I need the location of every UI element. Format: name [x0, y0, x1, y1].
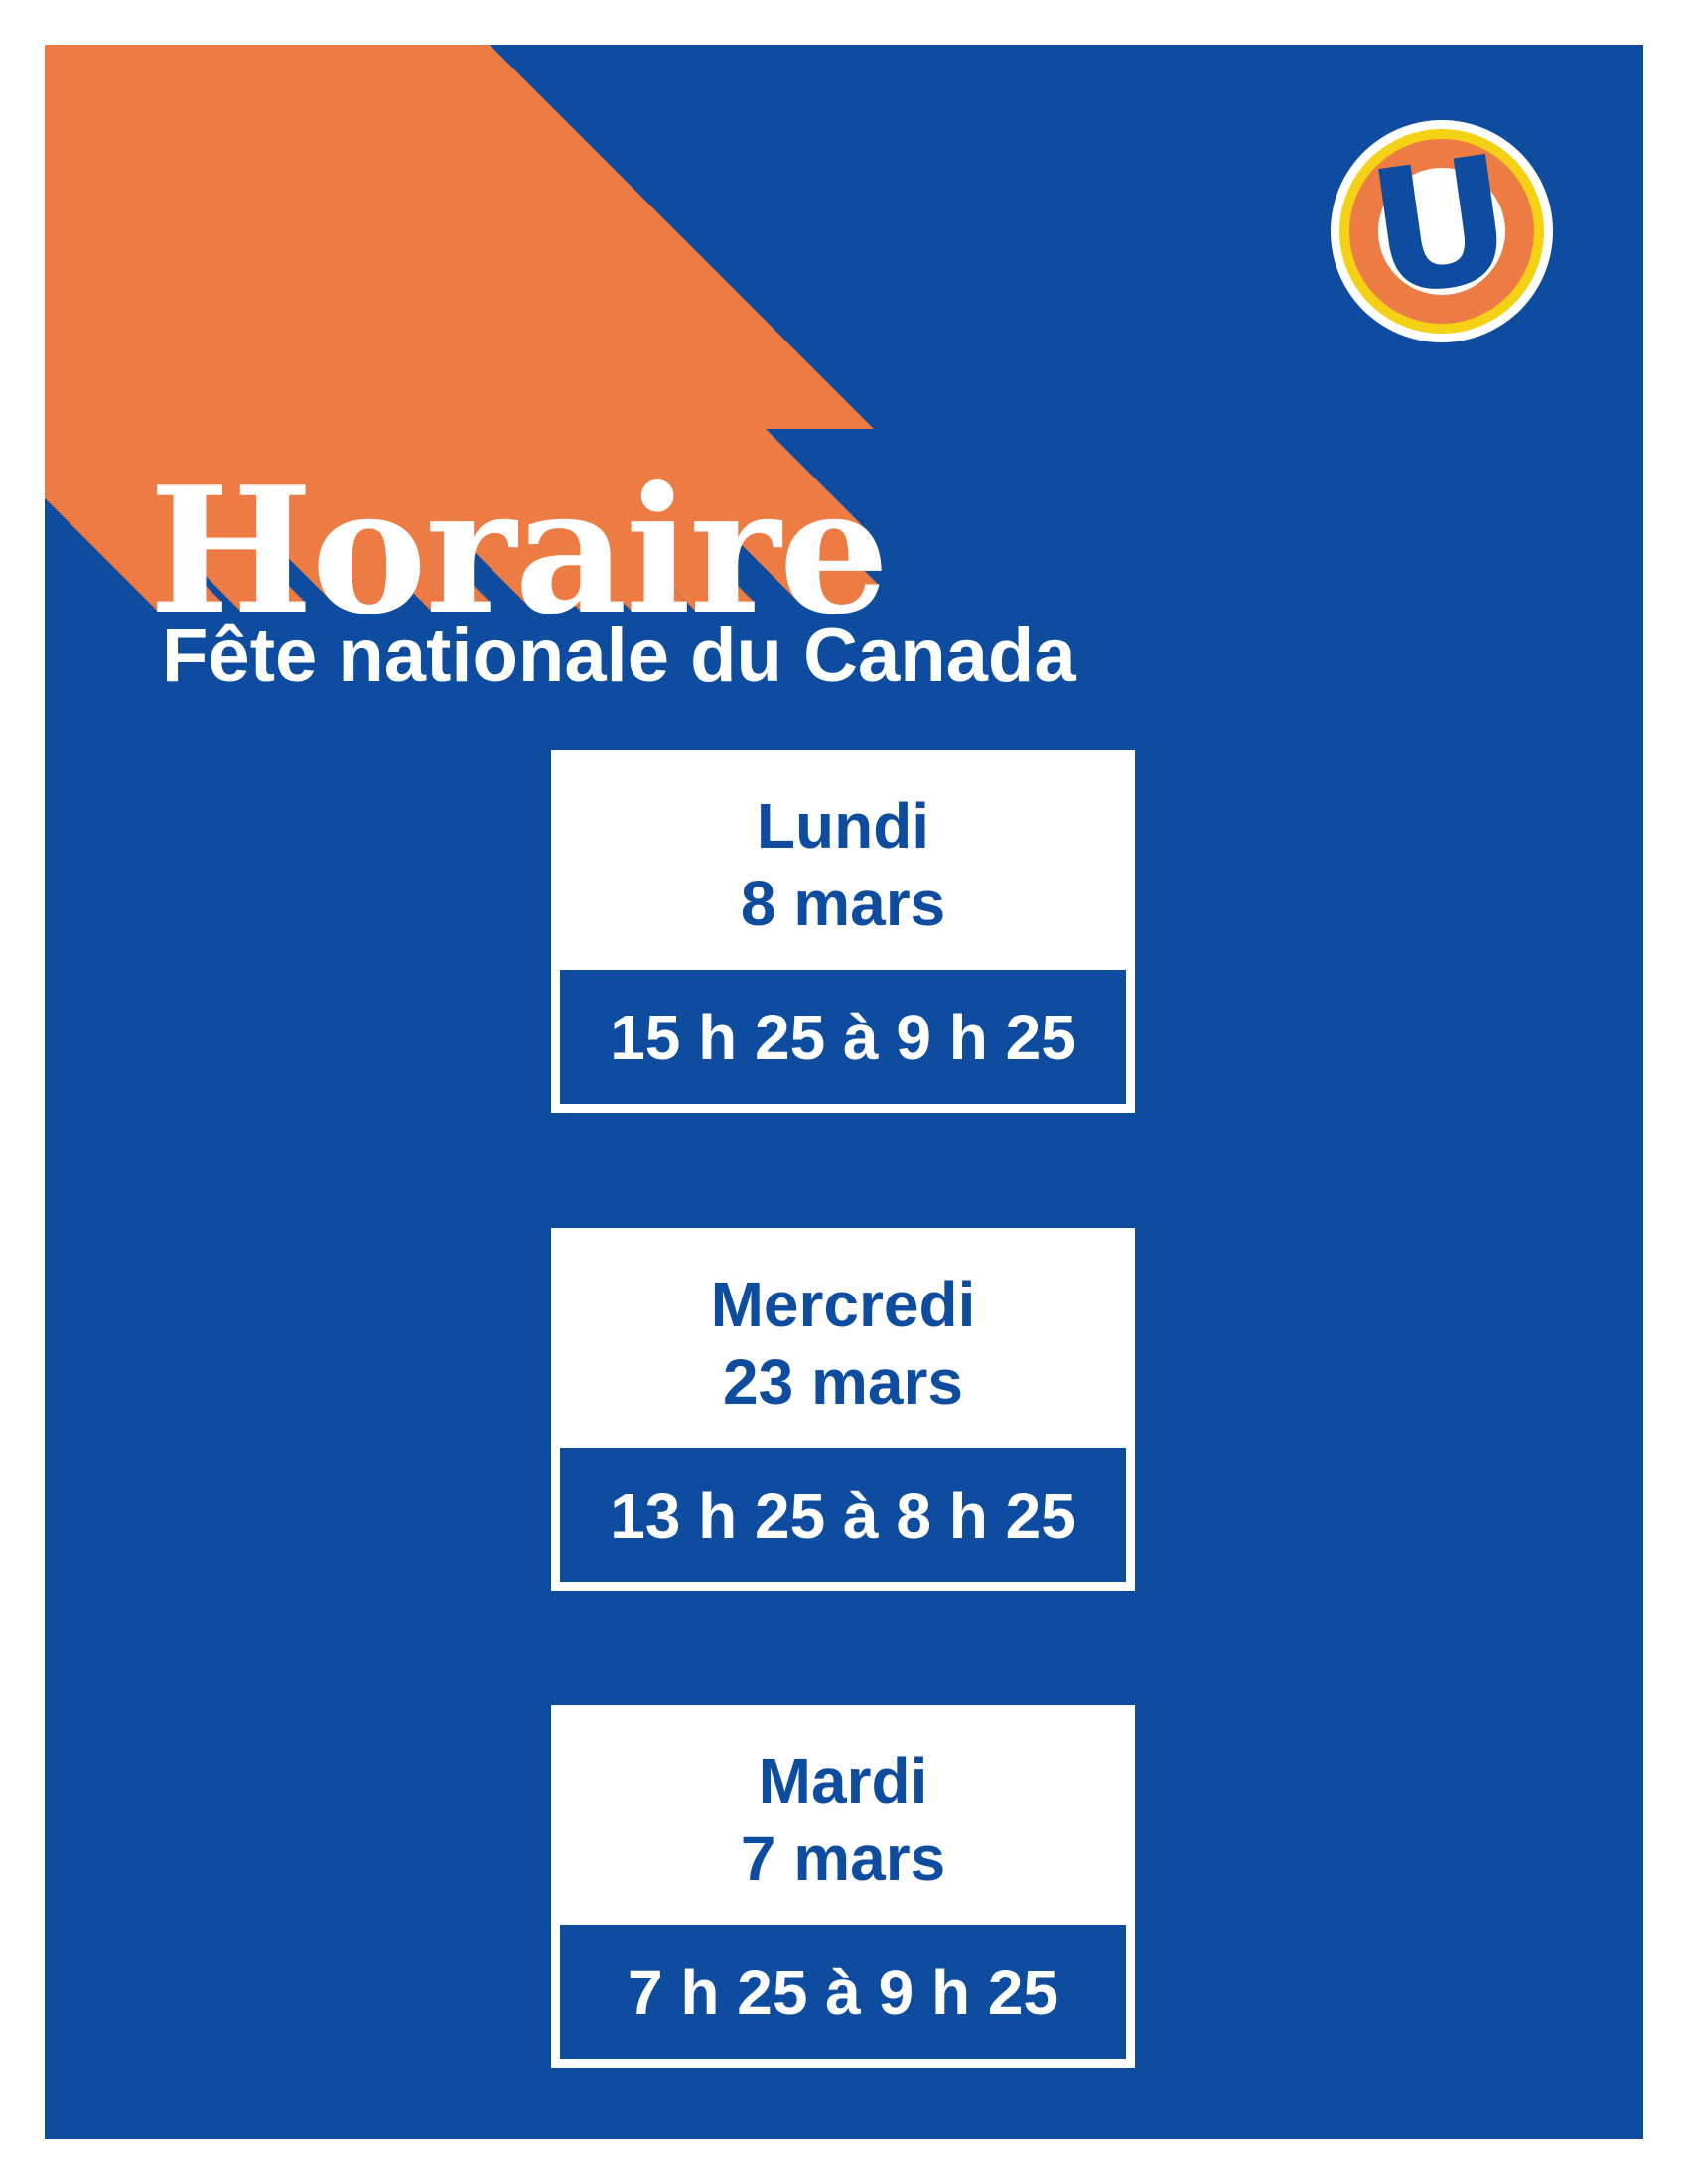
- card-time-band: 15 h 25 à 9 h 25: [560, 970, 1126, 1104]
- schedule-card: Lundi 8 mars 15 h 25 à 9 h 25: [551, 750, 1135, 1113]
- logo-inner-disc: [1378, 168, 1505, 295]
- page-subtitle: Fête nationale du Canada: [162, 614, 1076, 699]
- card-day: Lundi: [756, 790, 930, 862]
- card-time-band: 7 h 25 à 9 h 25: [560, 1925, 1126, 2059]
- card-day: Mercredi: [710, 1269, 976, 1340]
- card-date: 7 mars: [740, 1823, 946, 1894]
- card-date: 8 mars: [740, 868, 946, 939]
- card-day-block: Mardi 7 mars: [551, 1705, 1135, 1925]
- card-time: 13 h 25 à 8 h 25: [610, 1479, 1076, 1552]
- card-time: 15 h 25 à 9 h 25: [610, 1001, 1076, 1073]
- card-day: Mardi: [758, 1745, 928, 1817]
- poster-panel: Horaire Fête nationale du Canada U Lundi…: [45, 45, 1643, 2139]
- card-date: 23 mars: [723, 1346, 963, 1418]
- card-day-block: Mercredi 23 mars: [551, 1228, 1135, 1448]
- card-time-band: 13 h 25 à 8 h 25: [560, 1448, 1126, 1582]
- uniprix-logo: U: [1331, 117, 1553, 342]
- card-day-block: Lundi 8 mars: [551, 750, 1135, 970]
- card-time: 7 h 25 à 9 h 25: [627, 1956, 1059, 2028]
- schedule-card: Mardi 7 mars 7 h 25 à 9 h 25: [551, 1705, 1135, 2068]
- u-letter-icon: U: [1357, 117, 1524, 336]
- page-title: Horaire: [149, 450, 890, 654]
- schedule-card: Mercredi 23 mars 13 h 25 à 8 h 25: [551, 1228, 1135, 1591]
